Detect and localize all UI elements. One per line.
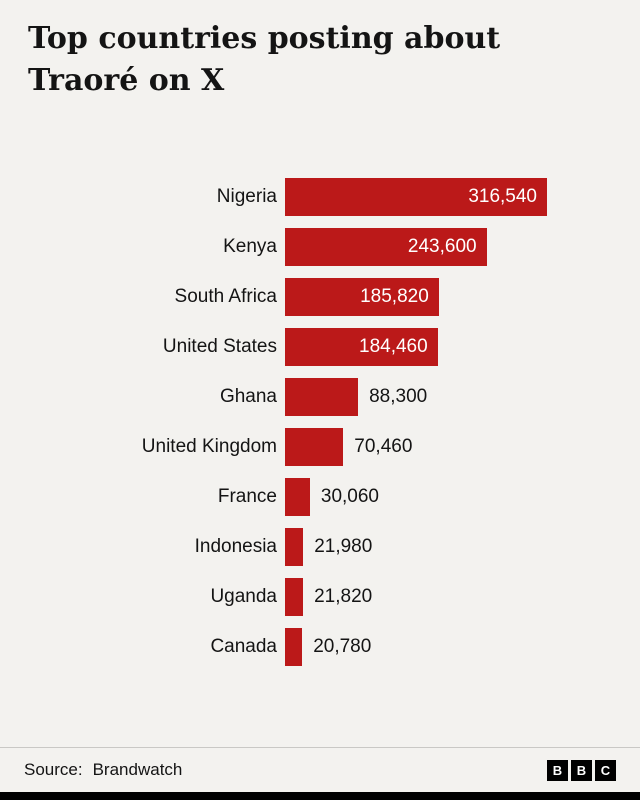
bar-value: 70,460 [354, 436, 413, 457]
bar [285, 428, 344, 466]
bar [285, 378, 359, 416]
bar-row: Nigeria 316,540 [0, 172, 640, 222]
bar-label: Nigeria [216, 186, 277, 207]
bar-row: Uganda 21,820 [0, 572, 640, 622]
bar-value: 30,060 [320, 486, 380, 507]
bar-value: 21,820 [314, 586, 373, 607]
bar [285, 528, 304, 566]
bar-label: Canada [210, 636, 277, 657]
bar-row: France 30,060 [0, 472, 640, 522]
bar-row: Indonesia 21,980 [0, 522, 640, 572]
bar-row: United States 184,460 [0, 322, 640, 372]
bbc-logo-letter: B [547, 759, 568, 781]
bar-row: Kenya 243,600 [0, 222, 640, 272]
source-label: Source: [24, 760, 83, 779]
bar-value: 185,820 [360, 286, 429, 307]
bar [285, 478, 310, 516]
source-line: Source: Brandwatch [24, 760, 182, 780]
bar-track: 21,820 [285, 578, 640, 616]
bar-value: 243,600 [407, 236, 477, 257]
source-value: Brandwatch [92, 760, 183, 779]
bar-row: Canada 20,780 [0, 622, 640, 672]
bar: 316,540 [285, 178, 547, 216]
bar-value: 184,460 [359, 336, 428, 357]
bar-track: 316,540 [285, 178, 640, 216]
bar-value: 88,300 [369, 386, 428, 407]
bar-label: Indonesia [194, 536, 277, 557]
bottom-strip [0, 792, 640, 800]
bar-label: United States [162, 336, 277, 357]
bar-track: 21,980 [285, 528, 640, 566]
bar-track: 184,460 [285, 328, 640, 366]
bar-track: 20,780 [285, 628, 640, 666]
bar-value: 21,980 [314, 536, 373, 557]
bar-value: 316,540 [468, 186, 537, 207]
bar-track: 70,460 [285, 428, 640, 466]
bar-track: 88,300 [285, 378, 640, 416]
bar-value: 20,780 [313, 636, 372, 657]
bbc-logo-letter: B [571, 759, 592, 781]
bar-row: Ghana 88,300 [0, 372, 640, 422]
bar-label: Kenya [223, 236, 277, 257]
bar: 243,600 [285, 228, 487, 266]
bar-track: 185,820 [285, 278, 640, 316]
bar-label: France [217, 486, 277, 507]
bar-chart: Nigeria 316,540 Kenya 243,600 South Africa 18… [0, 172, 640, 672]
chart-title: Top countries posting about Traoré on X [28, 21, 501, 98]
bar-label: South Africa [174, 286, 277, 307]
bar: 185,820 [285, 278, 439, 316]
bar [285, 578, 304, 616]
bar-track: 243,600 [285, 228, 640, 266]
bar [285, 628, 303, 666]
bar-track: 30,060 [285, 478, 640, 516]
bar-label: Uganda [210, 586, 277, 607]
bar: 184,460 [285, 328, 438, 366]
bar-label: United Kingdom [141, 436, 277, 457]
bar-row: United Kingdom 70,460 [0, 422, 640, 472]
bar-row: South Africa 185,820 [0, 272, 640, 322]
bar-label: Ghana [219, 386, 277, 407]
bbc-logo-letter: C [595, 759, 616, 781]
